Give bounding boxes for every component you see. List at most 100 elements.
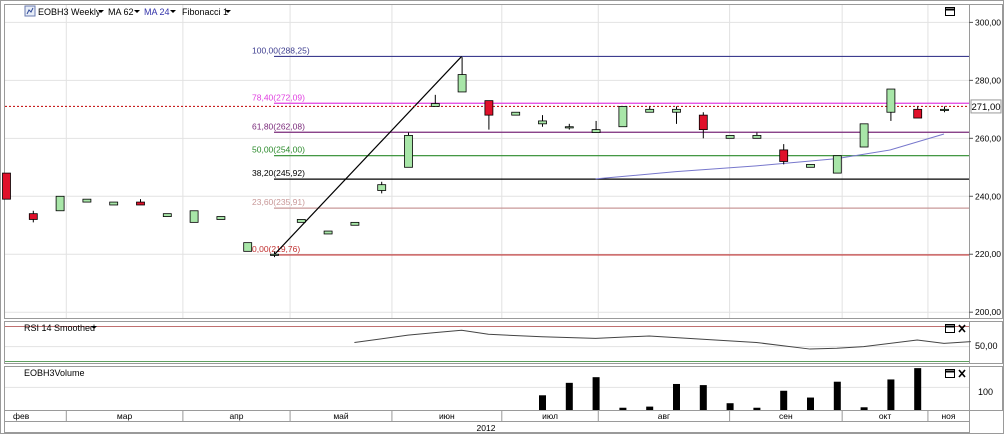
rsi-maximize-button[interactable] [945,324,955,333]
candle [82,198,92,203]
ma24-line [595,133,945,180]
price-tick-label: 300,00 [975,17,1001,27]
candle [859,123,869,148]
candle-down [698,114,708,131]
month-label: июн [439,411,455,421]
volume-close-button[interactable] [958,369,966,378]
candle-up [538,120,547,125]
volume-bar [539,395,546,410]
candle [913,106,923,119]
candle [645,106,655,113]
close-icon [958,369,966,378]
candle-down [913,108,923,119]
candle-up [672,108,681,113]
rsi-close-button[interactable] [958,324,966,333]
month-label: апр [229,411,243,421]
volume-bar [807,397,814,410]
volume-maximize-button[interactable] [945,369,955,378]
fib-label-fib382: 38,20(245,92) [252,168,305,178]
volume-bar [646,406,654,410]
month-label: мар [117,411,133,421]
candle [216,216,226,220]
candle [591,120,601,133]
maximize-icon [945,369,955,378]
candle-up [591,129,601,133]
candle [55,195,65,212]
candle-up [645,108,655,113]
fibonacci-levels[interactable]: 100,00(288,25) 78,40(272,09) 61,80(262,08)… [252,45,969,256]
ma24-label: MA 24 [144,7,170,17]
candle-up [55,195,65,212]
ma24-menu[interactable]: MA 24 [144,7,176,17]
maximize-icon [945,7,955,16]
candle [832,155,842,174]
candle [457,57,467,93]
volume-bar [753,407,761,410]
month-label: окт [879,411,892,421]
candle [270,251,279,258]
volume-bar [887,379,895,410]
candle-up [457,74,467,93]
candle [538,115,547,127]
volume-tick-label: 100 [978,387,993,397]
candle-up [109,201,119,206]
volume-title[interactable]: EOBH3Volume [24,368,85,378]
volume-bar [565,382,573,410]
candle-up [511,111,521,116]
candle [511,111,521,116]
toolbar: EOBH3 Weekly MA 62 MA 24 Fibonacci 1 [24,5,955,17]
candle-up [564,126,574,129]
chevron-down-icon [170,10,176,13]
main-maximize-button[interactable] [945,7,955,16]
candle [323,230,333,235]
candle-up [806,163,815,168]
candle [940,106,949,113]
volume-bar [673,383,680,410]
candle [430,94,440,107]
month-label: май [333,411,349,421]
fib-label-fib236: 23,60(235,91) [252,197,305,207]
volume-bar [726,403,734,410]
symbol-label: EOBH3 Weekly [38,7,101,17]
rsi-tick-label: 50,00 [975,341,998,351]
candle [189,210,199,223]
candle-up [832,155,842,174]
candle-up [940,108,949,111]
fibonacci-label: Fibonacci 1 [182,7,228,17]
price-tick-label: 240,00 [975,191,1001,201]
candle-up [886,88,896,113]
candle [136,199,145,206]
rsi-title[interactable]: RSI 14 Smoothed [24,323,95,333]
ma62-menu[interactable]: MA 62 [108,7,140,17]
candle-up [618,106,628,128]
candle [484,100,494,130]
symbol-menu[interactable]: EOBH3 Weekly [24,5,104,17]
candle [806,163,815,168]
candle-up [752,135,762,139]
candle-up [243,242,253,252]
price-tick-label: 200,00 [975,307,1001,317]
month-label: авг [658,411,670,421]
candle-down [779,149,789,162]
rsi-line [354,329,971,350]
rsi-panel: RSI 14 Smoothed 50,00 [4,321,1003,364]
last-price-box [970,99,1002,114]
volume-bar [833,381,841,410]
chart-icon [26,7,34,15]
main-panel: 100,00(288,25) 78,40(272,09) 61,80(262,08)… [2,4,970,410]
candle-up [430,103,440,107]
chevron-down-icon [91,326,97,329]
candle-up [350,221,360,226]
candle [672,106,681,124]
maximize-icon [945,324,955,333]
price-tick-label: 280,00 [975,75,1001,85]
year-label: 2012 [477,423,496,433]
month-label: июл [542,411,558,421]
candle [377,181,387,194]
candle-down [484,100,494,116]
volume-bar [914,368,922,410]
volume-bar [860,407,868,410]
fibonacci-menu[interactable]: Fibonacci 1 [182,7,231,17]
